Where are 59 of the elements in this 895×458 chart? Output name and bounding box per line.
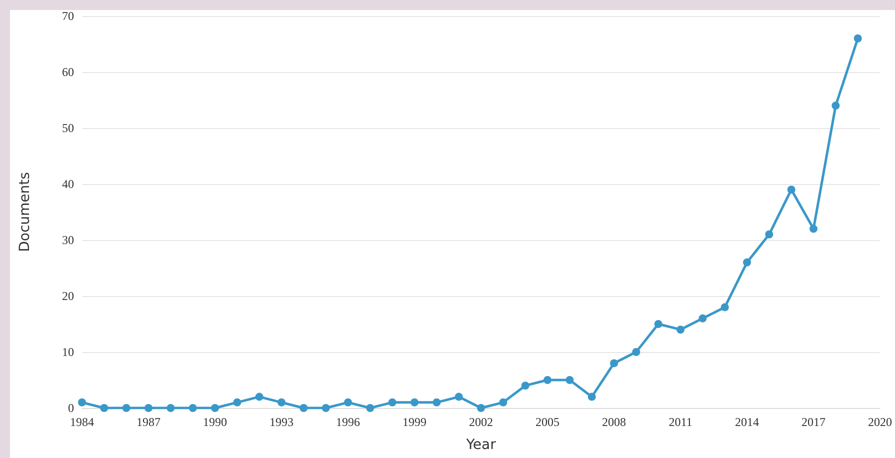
y-tick-label: 10 [62, 345, 74, 359]
y-tick-label: 20 [62, 289, 74, 303]
point [854, 34, 862, 42]
point [588, 392, 596, 401]
point [344, 398, 352, 406]
point [432, 398, 441, 406]
x-tick-label: 1993 [270, 415, 294, 429]
y-tick-label: 30 [62, 233, 74, 247]
point [698, 314, 707, 322]
point [787, 186, 796, 194]
y-axis-title: Documents [17, 172, 33, 252]
point [610, 359, 618, 368]
point [100, 404, 108, 412]
point [322, 404, 330, 412]
y-tick-label: 0 [68, 401, 74, 415]
point [743, 258, 751, 266]
point [166, 404, 175, 412]
x-tick-label: 1999 [402, 415, 426, 429]
point [410, 398, 418, 406]
y-tick-label: 50 [62, 121, 74, 135]
point [366, 404, 374, 412]
x-tick-label: 2002 [469, 415, 493, 429]
point [832, 102, 840, 110]
point [233, 398, 242, 406]
point [255, 392, 264, 401]
point [566, 376, 574, 384]
point [544, 376, 552, 384]
y-tick-label: 70 [62, 9, 74, 23]
point [300, 404, 308, 412]
point [388, 398, 396, 406]
point [521, 382, 530, 390]
point [765, 230, 774, 238]
x-tick-label: 2011 [668, 415, 692, 429]
point [78, 398, 86, 406]
x-tick-label: 1990 [203, 415, 227, 429]
x-tick-label: 2017 [802, 415, 826, 429]
point [477, 404, 485, 412]
x-tick-label: 1996 [336, 415, 360, 429]
y-tick-label: 60 [62, 65, 74, 79]
x-tick-label: 2005 [536, 415, 560, 429]
x-axis-title: Year [465, 437, 496, 453]
point [676, 326, 684, 334]
x-tick-label: 2014 [735, 415, 759, 429]
point [720, 303, 729, 312]
x-tick-label: 1987 [136, 415, 160, 429]
point [144, 404, 152, 412]
point [188, 404, 197, 412]
point [454, 392, 463, 401]
point [499, 398, 508, 406]
point [122, 404, 130, 412]
point [211, 404, 219, 412]
point [278, 398, 286, 406]
y-tick-label: 40 [62, 177, 74, 191]
point [810, 224, 818, 233]
x-tick-label: 2008 [602, 415, 626, 429]
x-tick-label: 1984 [70, 415, 94, 429]
x-tick-label: 2020 [868, 415, 892, 429]
point [654, 320, 662, 328]
point [632, 348, 640, 356]
